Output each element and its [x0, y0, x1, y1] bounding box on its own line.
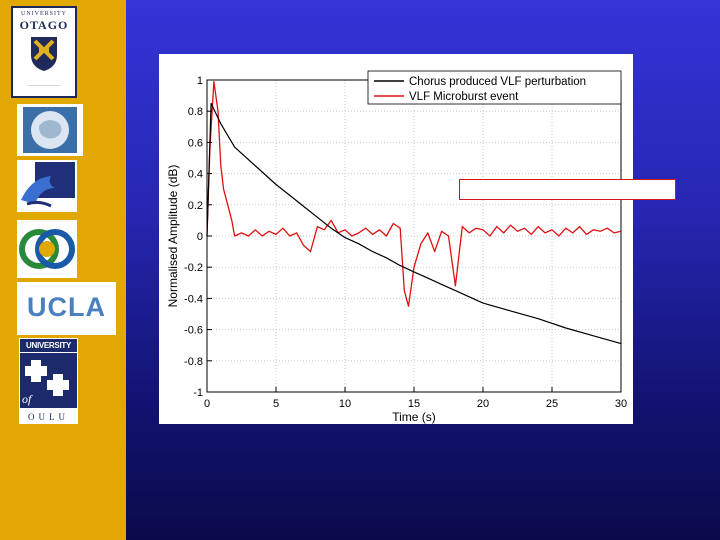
y-tick-label: 0.6	[188, 137, 203, 149]
oulu-cross-pattern-icon	[20, 353, 77, 408]
y-axis-label: Normalised Amplitude (dB)	[166, 165, 180, 308]
dolphin-logo	[17, 160, 77, 212]
university-of-otago-logo: UNIVERSITY OTAGO ————————	[11, 6, 77, 98]
dolphin-icon	[21, 162, 75, 208]
highlight-box	[459, 179, 676, 200]
rings-logo	[17, 220, 77, 278]
otago-logo-line2: OTAGO	[19, 18, 69, 32]
y-tick-label: -0.8	[184, 356, 203, 368]
university-of-oulu-logo: UNIVERSITY of OULU	[19, 338, 78, 424]
ucla-logo: UCLA	[17, 282, 116, 335]
x-tick-label: 30	[615, 398, 627, 410]
otago-motto: ————————	[28, 82, 60, 87]
y-tick-label: 0	[197, 231, 203, 243]
y-tick-label: 0.2	[188, 200, 203, 212]
y-tick-label: 0.4	[188, 169, 203, 181]
sidebar: UNIVERSITY OTAGO ———————— UCLA	[0, 0, 126, 540]
y-tick-label: -1	[193, 387, 203, 399]
chart-panel: -1 -0.8 -0.6 -0.4 -0.2 0 0.2 0.4 0.6 0.8 1 0 5 10 15 20…	[159, 54, 633, 424]
y-tick-label: 1	[197, 75, 203, 87]
amplitude-time-chart: -1-0.8-0.6-0.4-0.200.20.40.60.810 5 10 15 20…	[166, 70, 627, 424]
x-tick-label: 15	[408, 398, 420, 410]
x-tick-label: 0	[204, 398, 210, 410]
antarctic-globe-icon	[23, 107, 77, 153]
oulu-logo-top: UNIVERSITY	[20, 339, 77, 352]
y-tick-label: -0.2	[184, 262, 203, 274]
legend-label-microburst: VLF Microburst event	[409, 91, 519, 103]
otago-crest-icon	[31, 37, 57, 71]
interlocking-rings-icon	[19, 229, 75, 269]
antarctic-logo	[17, 104, 83, 156]
x-tick-label: 20	[477, 398, 489, 410]
oulu-logo-of: of	[22, 392, 32, 406]
y-tick-label: -0.4	[184, 293, 203, 305]
legend: Chorus produced VLF perturbation VLF Mic…	[367, 70, 622, 105]
y-tick-label: 0.8	[188, 106, 203, 118]
y-tick-label: -0.6	[184, 325, 203, 337]
x-axis-label: Time (s)	[392, 410, 436, 424]
x-tick-label: 5	[273, 398, 279, 410]
x-tick-label: 25	[546, 398, 558, 410]
ucla-logo-text: UCLA	[27, 292, 106, 322]
series-line-microburst	[206, 80, 622, 307]
otago-logo-line1: UNIVERSITY	[21, 11, 67, 17]
oulu-logo-bottom: OULU	[28, 412, 69, 422]
legend-label-chorus: Chorus produced VLF perturbation	[409, 76, 586, 88]
series-line-chorus	[206, 102, 622, 345]
x-tick-label: 10	[339, 398, 351, 410]
